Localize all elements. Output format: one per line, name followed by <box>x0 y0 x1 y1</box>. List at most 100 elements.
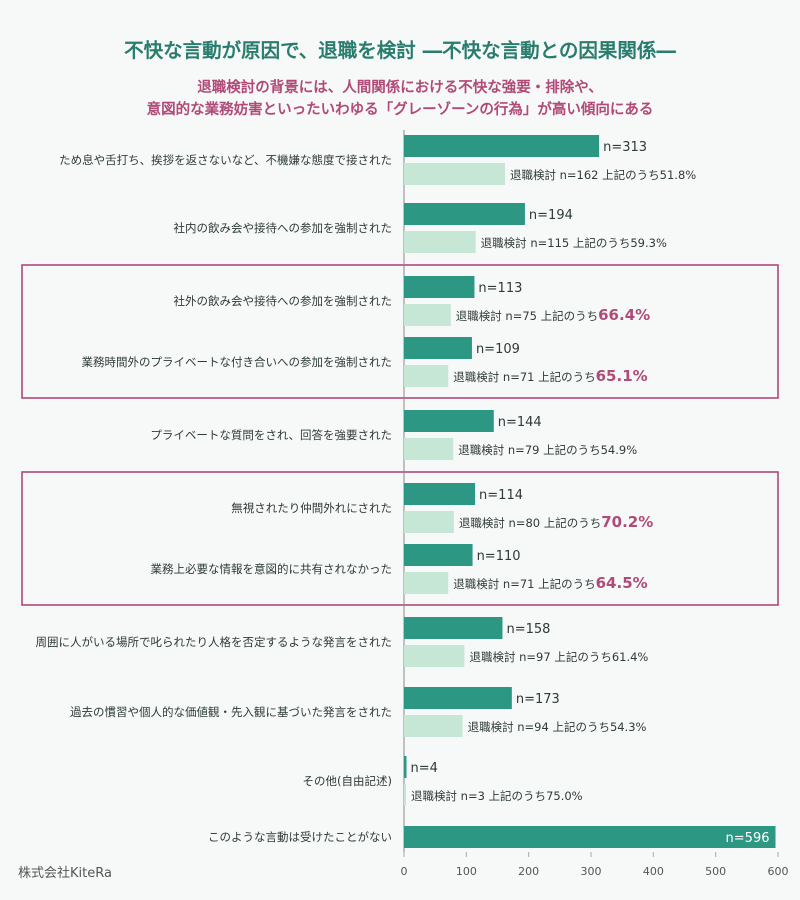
bar-group: ため息や舌打ち、挨拶を返さないなど、不機嫌な態度で接された n=313 退職検討 n… <box>59 135 696 185</box>
bar-total-label: n=110 <box>477 549 521 564</box>
highlight-frame <box>21 264 779 399</box>
bar-retire-label: 退職検討 n=71 上記のうち65.1% <box>453 367 647 385</box>
bar-total <box>404 687 512 709</box>
bar-total-label: n=313 <box>603 140 647 155</box>
bar-total-label: n=173 <box>516 692 560 707</box>
retire-text: 退職検討 n=94 上記のうち <box>468 720 610 734</box>
bar-retire <box>404 511 454 533</box>
retire-text: 退職検討 n=162 上記のうち <box>510 168 660 182</box>
bar-total <box>404 410 494 432</box>
bar-total <box>404 826 776 848</box>
retire-text: 退職検討 n=71 上記のうち <box>453 370 595 384</box>
bar-total <box>404 276 475 298</box>
bar-retire <box>404 645 465 667</box>
bar-total-label: n=114 <box>479 488 523 503</box>
retire-percentage: 65.1% <box>596 367 648 385</box>
retire-percentage: 70.2% <box>601 513 653 531</box>
bar-group: 社外の飲み会や接待への参加を強制された n=113 退職検討 n=75 上記のうち6… <box>174 276 650 326</box>
bar-total-label: n=144 <box>498 415 542 430</box>
bar-retire <box>404 572 449 594</box>
bar-total-label: n=109 <box>476 342 520 357</box>
bar-total-label: n=194 <box>529 208 573 223</box>
bar-retire-label: 退職検討 n=75 上記のうち66.4% <box>456 306 650 324</box>
category-label: このような言動は受けたことがない <box>208 830 392 844</box>
retire-percentage: 54.9% <box>601 443 638 457</box>
category-label: その他(自由記述) <box>303 774 392 788</box>
bar-retire <box>404 163 505 185</box>
bar-group: 周囲に人がいる場所で叱られたり人格を否定するような発言をされた n=158 退職検討… <box>36 617 648 667</box>
bar-total <box>404 544 473 566</box>
bar-retire <box>404 231 476 253</box>
retire-percentage: 59.3% <box>630 236 667 250</box>
bar-total <box>404 483 476 505</box>
bar-group: 無視されたり仲間外れにされた n=114 退職検討 n=80 上記のうち70.2% <box>231 483 653 533</box>
bar-retire-label: 退職検討 n=79 上記のうち54.9% <box>458 443 637 457</box>
x-tick-label: 0 <box>401 865 408 878</box>
bar-group: その他(自由記述) n=4 退職検討 n=3 上記のうち75.0% <box>303 756 583 806</box>
x-tick-label: 300 <box>581 865 602 878</box>
x-tick-label: 200 <box>518 865 539 878</box>
bar-total <box>404 337 472 359</box>
x-tick-label: 100 <box>456 865 477 878</box>
category-label: 業務時間外のプライベートな付き合いへの参加を強制された <box>82 355 393 369</box>
retire-text: 退職検討 n=71 上記のうち <box>453 577 595 591</box>
bar-total-label: n=113 <box>478 281 522 296</box>
bar-group: 過去の慣習や個人的な価値観・先入観に基づいた発言をされた n=173 退職検討 n=… <box>70 687 647 737</box>
bar-retire <box>404 715 463 737</box>
bar-group: 業務時間外のプライベートな付き合いへの参加を強制された n=109 退職検討 n=7… <box>82 337 648 387</box>
category-label: 周囲に人がいる場所で叱られたり人格を否定するような発言をされた <box>36 635 393 649</box>
bar-total-label: n=158 <box>506 622 550 637</box>
category-label: プライベートな質問をされ、回答を強要された <box>150 428 392 442</box>
x-tick-label: 600 <box>768 865 789 878</box>
bar-retire <box>404 438 454 460</box>
retire-percentage: 66.4% <box>598 306 650 324</box>
bar-retire-label: 退職検討 n=115 上記のうち59.3% <box>481 236 667 250</box>
bar-total-label: n=4 <box>410 761 437 776</box>
category-label: 過去の慣習や個人的な価値観・先入観に基づいた発言をされた <box>70 705 392 719</box>
retire-text: 退職検討 n=75 上記のうち <box>456 309 598 323</box>
bar-retire-label: 退職検討 n=97 上記のうち61.4% <box>469 650 648 664</box>
bar-retire <box>404 304 451 326</box>
category-label: 社外の飲み会や接待への参加を強制された <box>174 294 393 308</box>
bar-retire-label: 退職検討 n=162 上記のうち51.8% <box>510 168 696 182</box>
bar-total <box>404 203 525 225</box>
retire-percentage: 51.8% <box>660 168 697 182</box>
bar-retire <box>404 784 406 806</box>
retire-percentage: 54.3% <box>610 720 647 734</box>
chart-subtitle-line-1: 退職検討の背景には、人間関係における不快な強要・排除や、 <box>197 78 603 96</box>
retire-percentage: 75.0% <box>546 789 583 803</box>
bar-group: 業務上必要な情報を意図的に共有されなかった n=110 退職検討 n=71 上記のう… <box>151 544 648 594</box>
category-label: ため息や舌打ち、挨拶を返さないなど、不機嫌な態度で接された <box>59 153 392 167</box>
bars: ため息や舌打ち、挨拶を返さないなど、不機嫌な態度で接された n=313 退職検討 n… <box>36 135 776 848</box>
bar-group: プライベートな質問をされ、回答を強要された n=144 退職検討 n=79 上記のう… <box>150 410 637 460</box>
bar-total <box>404 617 503 639</box>
bar-retire-label: 退職検討 n=71 上記のうち64.5% <box>453 574 647 592</box>
retire-text: 退職検討 n=115 上記のうち <box>481 236 631 250</box>
retire-percentage: 61.4% <box>612 650 649 664</box>
bar-group: 社内の飲み会や接待への参加を強制された n=194 退職検討 n=115 上記のうち… <box>174 203 667 253</box>
x-tick-label: 400 <box>643 865 664 878</box>
chart-title: 不快な言動が原因で、退職を検討 ―不快な言動との因果関係― <box>124 39 676 62</box>
bar-retire <box>404 365 449 387</box>
x-tick-label: 500 <box>705 865 726 878</box>
retire-text: 退職検討 n=79 上記のうち <box>458 443 600 457</box>
company-name: 株式会社KiteRa <box>18 865 112 881</box>
category-label: 無視されたり仲間外れにされた <box>231 501 392 515</box>
category-label: 社内の飲み会や接待への参加を強制された <box>174 221 393 235</box>
highlight-frames <box>21 264 779 606</box>
bar-total-label: n=596 <box>726 831 770 846</box>
bar-total <box>404 135 600 157</box>
retire-percentage: 64.5% <box>596 574 648 592</box>
bar-total <box>404 756 407 778</box>
retire-text: 退職検討 n=3 上記のうち <box>411 789 546 803</box>
chart-subtitle-line-2: 意図的な業務妨害といったいわゆる「グレーゾーンの行為」が高い傾向にある <box>147 100 654 118</box>
highlight-frame <box>21 471 779 606</box>
bar-group: このような言動は受けたことがない n=596 <box>208 826 776 848</box>
bar-retire-label: 退職検討 n=80 上記のうち70.2% <box>459 513 653 531</box>
category-label: 業務上必要な情報を意図的に共有されなかった <box>151 562 393 576</box>
bar-retire-label: 退職検討 n=94 上記のうち54.3% <box>468 720 647 734</box>
retire-text: 退職検討 n=80 上記のうち <box>459 516 601 530</box>
bar-retire-label: 退職検討 n=3 上記のうち75.0% <box>411 789 583 803</box>
retire-text: 退職検討 n=97 上記のうち <box>469 650 611 664</box>
